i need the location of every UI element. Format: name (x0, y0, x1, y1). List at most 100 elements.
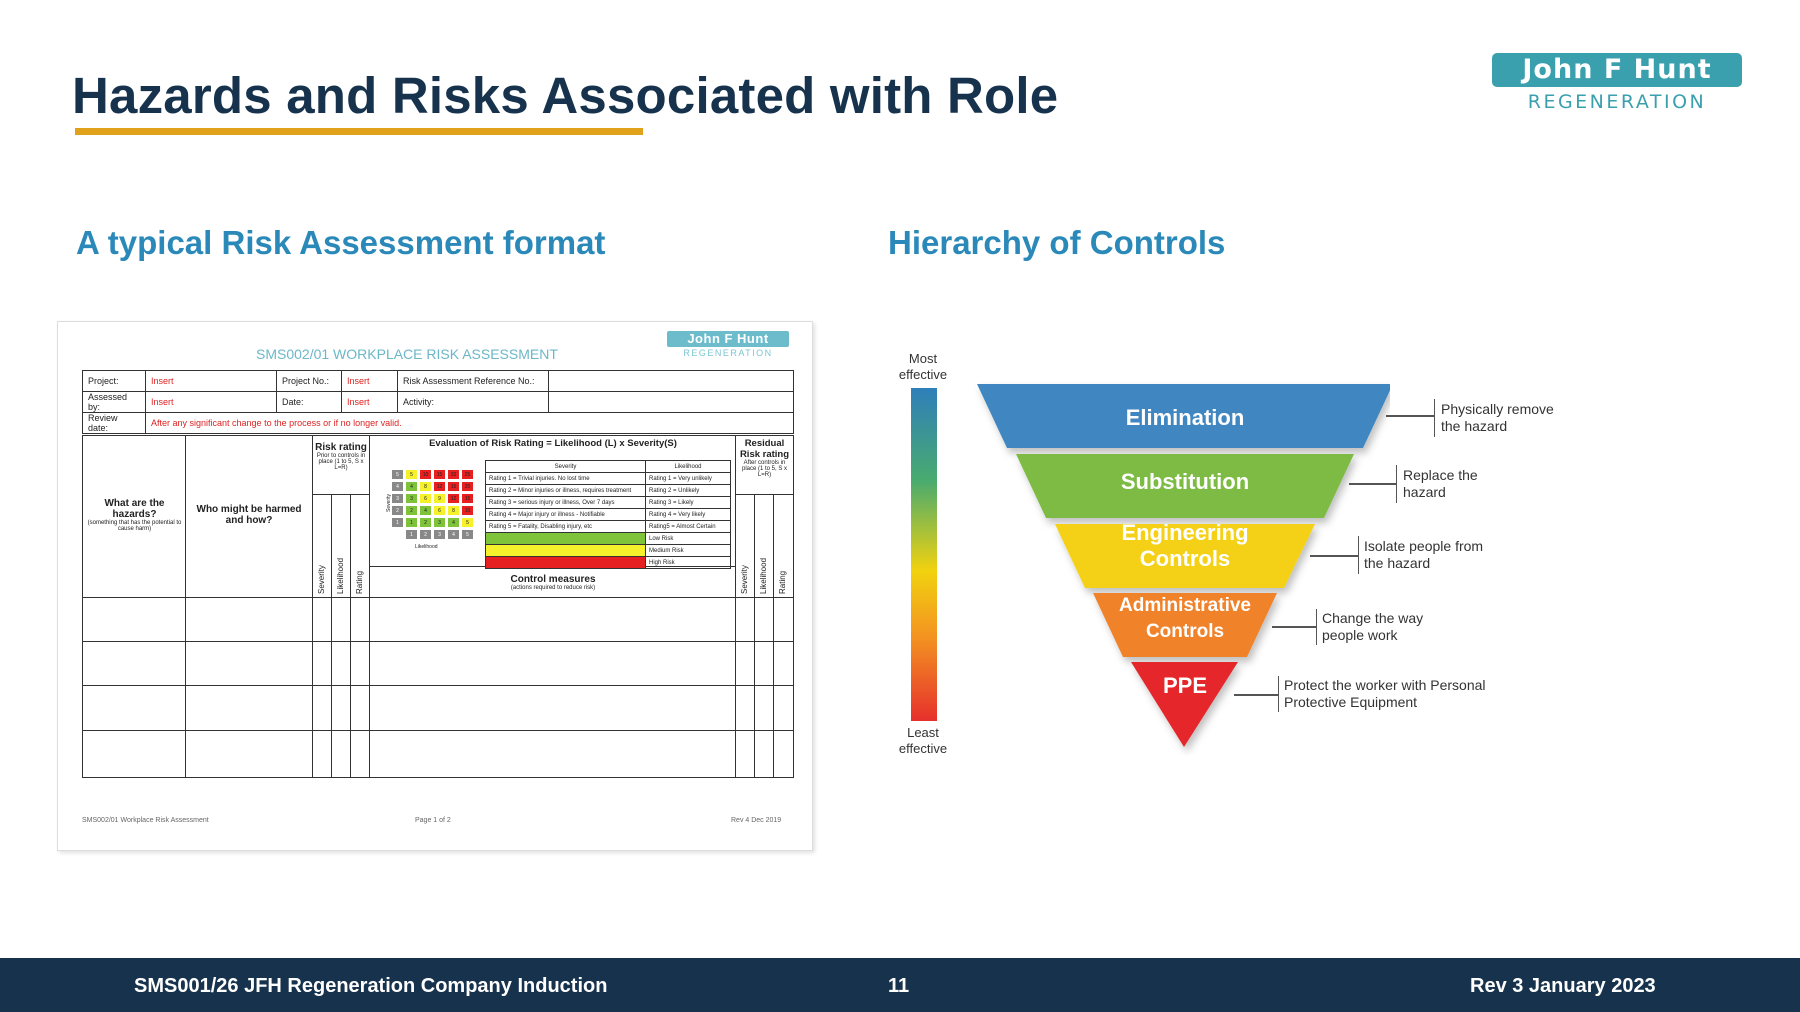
legend-medium: Medium Risk (645, 544, 731, 557)
matrix-cell: 4 (405, 481, 418, 492)
matrix-severity-4: 4 (391, 481, 404, 492)
col-hazards: What are the hazards? (something that ha… (87, 498, 182, 532)
legend-s1: Rating 1 = Trivial injuries. No lost tim… (485, 472, 646, 485)
bracket-engineering (1358, 536, 1359, 574)
risk-assessment-document: SMS002/01 WORKPLACE RISK ASSESSMENT John… (57, 321, 813, 851)
rating-legend: Severity Likelihood Rating 1 = Trivial i… (485, 460, 731, 569)
col-severity: Severity (317, 565, 326, 594)
matrix-cell: 15 (461, 493, 474, 504)
matrix-likelihood-5: 5 (461, 529, 474, 540)
tier-substitution (1016, 454, 1354, 518)
footer-page-number: 11 (888, 975, 910, 997)
tier-engineering (1055, 524, 1315, 588)
desc-substitution: Replace the hazard (1403, 467, 1478, 500)
leader-elimination (1386, 415, 1434, 417)
matrix-cell: 6 (433, 505, 446, 516)
matrix-likelihood-1: 1 (405, 529, 418, 540)
col-residual-severity: Severity (740, 565, 749, 594)
matrix-cell: 2 (405, 505, 418, 516)
matrix-cell: 4 (447, 517, 460, 528)
col-risk-rating: Risk rating Prior to controls in place (… (315, 442, 367, 471)
legend-l4: Rating 4 = Very likely (645, 508, 731, 521)
bracket-elimination (1434, 399, 1435, 437)
tier-label-ppe: PPE (1163, 673, 1207, 698)
matrix-cell: 2 (419, 517, 432, 528)
doc-footer-left: SMS002/01 Workplace Risk Assessment (82, 817, 209, 824)
legend-s4: Rating 4 = Major injury or illness - Not… (485, 508, 646, 521)
desc-ppe: Protect the worker with Personal Protect… (1284, 677, 1486, 710)
matrix-cell: 4 (419, 505, 432, 516)
label-ra-ref: Risk Assessment Reference No.: (397, 370, 549, 392)
company-logo: John F Hunt REGENERATION (1492, 53, 1742, 113)
legend-head-likelihood: Likelihood (645, 460, 731, 473)
matrix-cell: 16 (447, 481, 460, 492)
tier-label-administrative: Administrative Controls (1119, 595, 1251, 642)
value-project: Insert (145, 370, 277, 392)
tier-label-engineering: Engineering Controls (1121, 520, 1248, 571)
value-date: Insert (341, 391, 398, 413)
risk-assessment-heading: A typical Risk Assessment format (76, 224, 606, 261)
label-date: Date: (276, 391, 342, 413)
matrix-cell: 5 (461, 517, 474, 528)
title-underline (75, 128, 643, 135)
matrix-cell: 25 (461, 469, 474, 480)
leader-engineering (1310, 555, 1358, 557)
bracket-ppe (1278, 676, 1279, 712)
legend-high: High Risk (645, 556, 731, 569)
value-project-no: Insert (341, 370, 398, 392)
matrix-cell: 10 (461, 505, 474, 516)
risk-matrix: 5 5 10 15 20 25 4 4 8 12 16 20 3 3 6 9 12 15 2 2 4 6 8 10 1 1 2 3 4 5… (391, 469, 475, 544)
leader-substitution (1349, 483, 1397, 485)
page-title: Hazards and Risks Associated with Role (72, 67, 1059, 124)
col-rating: Rating (355, 570, 364, 594)
matrix-side-label: Severity (386, 493, 392, 512)
col-residual-likelihood: Likelihood (759, 557, 768, 594)
legend-l2: Rating 2 = Unlikely (645, 484, 731, 497)
leader-administrative (1272, 626, 1316, 628)
col-who: Who might be harmed and how? (196, 504, 302, 526)
matrix-cell: 12 (433, 481, 446, 492)
legend-l3: Rating 3 = Likely (645, 496, 731, 509)
footer-doc-ref: SMS001/26 JFH Regeneration Company Induc… (134, 975, 608, 997)
matrix-severity-1: 1 (391, 517, 404, 528)
legend-l5: Rating5 = Almost Certain (645, 520, 731, 533)
col-likelihood: Likelihood (336, 557, 345, 594)
legend-low: Low Risk (645, 532, 731, 545)
matrix-likelihood-2: 2 (419, 529, 432, 540)
doc-logo: John F Hunt REGENERATION (667, 331, 789, 358)
col-evaluation: Evaluation of Risk Rating = Likelihood (… (429, 438, 677, 449)
tier-label-substitution: Substitution (1121, 469, 1249, 494)
col-control: Control measures (actions required to re… (510, 574, 596, 591)
value-review-date: After any significant change to the proc… (145, 412, 794, 434)
leader-ppe (1234, 694, 1278, 696)
matrix-cell: 20 (461, 481, 474, 492)
least-effective-label: Least effective (898, 725, 948, 756)
legend-l1: Rating 1 = Very unlikely (645, 472, 731, 485)
matrix-cell: 9 (433, 493, 446, 504)
value-activity (548, 391, 794, 413)
legend-s5: Rating 5 = Fatality, Disabling injury, e… (485, 520, 646, 533)
logo-name: John F Hunt (1492, 53, 1742, 87)
value-assessed-by: Insert (145, 391, 277, 413)
effectiveness-scale (911, 388, 937, 721)
matrix-cell: 3 (433, 517, 446, 528)
matrix-cell: 3 (405, 493, 418, 504)
bracket-substitution (1396, 465, 1397, 503)
doc-logo-name: John F Hunt (667, 331, 789, 347)
doc-footer-center: Page 1 of 2 (415, 817, 451, 824)
most-effective-label: Most effective (898, 351, 948, 382)
hierarchy-pyramid: Elimination Substitution Engineering Cont… (977, 384, 1390, 747)
label-project-no: Project No.: (276, 370, 342, 392)
legend-s2: Rating 2 = Minor injuries or illness, re… (485, 484, 646, 497)
desc-engineering: Isolate people from the hazard (1364, 538, 1484, 571)
doc-footer-right: Rev 4 Dec 2019 (731, 817, 782, 824)
footer-revision: Rev 3 January 2023 (1470, 975, 1656, 997)
matrix-severity-2: 2 (391, 505, 404, 516)
desc-elimination: Physically remove the hazard (1441, 401, 1554, 434)
label-review-date: Review date: (82, 412, 146, 434)
logo-sub: REGENERATION (1527, 91, 1707, 113)
tier-elimination (977, 384, 1390, 448)
matrix-cell: 8 (447, 505, 460, 516)
legend-high-swatch (485, 556, 646, 569)
